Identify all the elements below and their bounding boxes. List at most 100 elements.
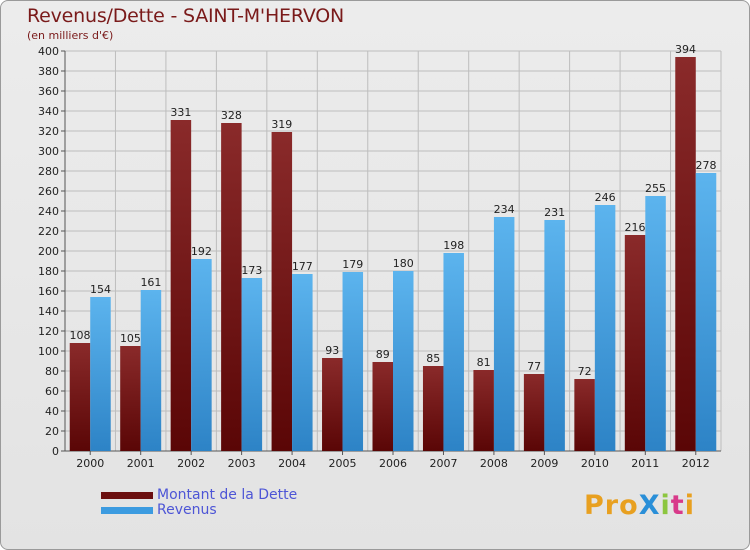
data-label-dette: 89 (376, 348, 390, 361)
legend-label-dette: Montant de la Dette (157, 487, 298, 503)
y-tick-label: 300 (38, 145, 59, 158)
data-label-revenus: 179 (342, 258, 363, 271)
bar-dette (271, 132, 293, 451)
bar-dette (372, 362, 393, 451)
data-label-dette: 72 (578, 365, 592, 378)
chart-title: Revenus/Dette - SAINT-M'HERVON (27, 5, 345, 27)
y-tick-label: 140 (38, 305, 59, 318)
logo-letter: t (670, 490, 685, 521)
y-tick-label: 340 (38, 105, 59, 118)
y-tick-label: 360 (38, 85, 59, 98)
y-tick-label: 40 (45, 405, 59, 418)
y-tick-label: 60 (45, 385, 59, 398)
logo-letter: i (684, 490, 695, 521)
data-label-revenus: 278 (696, 159, 717, 172)
x-tick-label: 2006 (379, 457, 407, 470)
data-label-revenus: 234 (494, 203, 515, 216)
data-label-revenus: 198 (443, 239, 464, 252)
y-tick-label: 260 (38, 185, 59, 198)
y-tick-label: 400 (38, 45, 59, 58)
data-label-dette: 77 (527, 360, 541, 373)
bar-revenus (90, 297, 111, 451)
y-tick-label: 20 (45, 425, 59, 438)
bar-revenus (645, 196, 666, 451)
y-tick-label: 180 (38, 265, 59, 278)
legend-item-dette: Montant de la Dette (101, 487, 297, 503)
x-tick-label: 2010 (581, 457, 609, 470)
data-label-dette: 328 (221, 109, 242, 122)
data-label-dette: 331 (170, 106, 191, 119)
data-label-revenus: 246 (595, 191, 616, 204)
x-tick-label: 2008 (480, 457, 508, 470)
bar-dette (422, 366, 444, 451)
logo-letter: P (584, 490, 605, 521)
bar-revenus (393, 271, 414, 451)
y-tick-label: 240 (38, 205, 59, 218)
bar-revenus (443, 253, 464, 451)
logo-letter: r (604, 490, 620, 521)
bar-dette (523, 374, 545, 451)
y-tick-label: 320 (38, 125, 59, 138)
data-label-dette: 81 (477, 356, 491, 369)
bar-revenus (292, 274, 313, 451)
data-label-revenus: 180 (393, 257, 414, 270)
x-tick-label: 2009 (530, 457, 558, 470)
bar-revenus (544, 220, 565, 451)
data-label-revenus: 255 (645, 182, 666, 195)
y-tick-label: 100 (38, 345, 59, 358)
bar-dette (221, 123, 242, 451)
data-label-dette: 216 (625, 221, 646, 234)
y-tick-label: 120 (38, 325, 59, 338)
data-label-revenus: 177 (292, 260, 313, 273)
x-tick-label: 2007 (429, 457, 457, 470)
data-label-dette: 93 (325, 344, 339, 357)
bar-dette (473, 370, 494, 451)
data-label-dette: 394 (675, 43, 696, 56)
bar-dette (120, 346, 141, 451)
data-label-revenus: 192 (191, 245, 212, 258)
data-label-revenus: 231 (544, 206, 565, 219)
data-label-revenus: 173 (241, 264, 262, 277)
bar-revenus (493, 217, 515, 451)
logo-letter: o (619, 490, 639, 521)
bar-dette (322, 358, 343, 451)
bar-revenus (241, 278, 263, 451)
legend-swatch-dette (101, 491, 153, 499)
proxiti-logo: ProXiti (584, 490, 695, 521)
logo-letter: i (660, 490, 671, 521)
y-tick-label: 200 (38, 245, 59, 258)
y-tick-label: 220 (38, 225, 59, 238)
x-tick-label: 2001 (127, 457, 155, 470)
y-tick-label: 280 (38, 165, 59, 178)
bar-dette (624, 235, 646, 451)
data-labels: 108 154 105 161 331 192 328 173 319 177 93 179 89 180… (69, 43, 716, 378)
bar-revenus (695, 173, 717, 451)
x-tick-label: 2003 (228, 457, 256, 470)
x-tick-label: 2000 (76, 457, 104, 470)
y-tick-label: 80 (45, 365, 59, 378)
data-label-revenus: 161 (140, 276, 161, 289)
x-tick-label: 2011 (631, 457, 659, 470)
legend-label-revenus: Revenus (157, 502, 217, 518)
bar-revenus (140, 290, 162, 451)
data-label-dette: 108 (69, 329, 90, 342)
logo-letter: X (638, 490, 661, 521)
bar-revenus (594, 205, 616, 451)
legend-swatch-revenus (101, 506, 153, 514)
y-tick-label: 0 (52, 445, 59, 458)
x-tick-label: 2012 (682, 457, 710, 470)
data-label-dette: 85 (426, 352, 440, 365)
x-tick-label: 2004 (278, 457, 306, 470)
bar-dette (69, 343, 91, 451)
y-tick-label: 160 (38, 285, 59, 298)
legend-item-revenus: Revenus (101, 502, 217, 518)
bar-dette (574, 379, 595, 451)
chart-subtitle: (en milliers d'€) (27, 29, 114, 42)
data-label-dette: 319 (271, 118, 292, 131)
bar-dette (675, 57, 696, 451)
bar-revenus (191, 259, 212, 451)
bar-revenus (342, 272, 364, 451)
data-label-revenus: 154 (90, 283, 111, 296)
